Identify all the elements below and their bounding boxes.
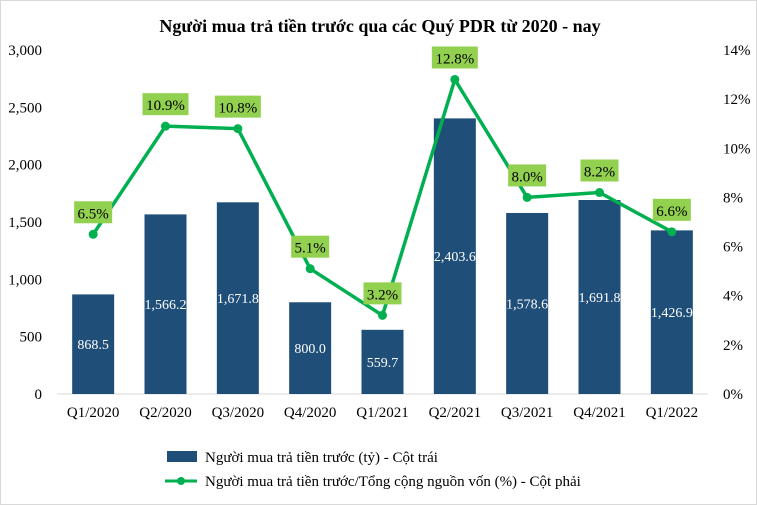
point-value-label: 3.2%	[367, 287, 398, 303]
right-axis-tick-label: 12%	[723, 92, 751, 108]
point-value-label: 10.8%	[218, 101, 257, 117]
point-label-box	[508, 164, 547, 187]
line-point	[595, 188, 604, 198]
legend-bar-swatch	[167, 451, 197, 462]
right-axis-tick-label: 6%	[723, 240, 743, 256]
x-axis-tick-label: Q3/2021	[501, 405, 554, 421]
bar	[216, 202, 259, 394]
legend-line-label: Người mua trả tiền trước/Tổng cộng nguồn…	[205, 474, 581, 490]
bar	[289, 302, 332, 394]
bar-value-label: 868.5	[77, 338, 109, 353]
x-axis-tick-label: Q1/2022	[646, 405, 699, 421]
right-axis-tick-label: 14%	[723, 43, 751, 59]
point-value-label: 6.5%	[78, 206, 109, 222]
line-series: 6.5% 10.9% 10.8% 5.1% 3.2% 12.8% 8.0% 8.2% 6.6%	[74, 46, 691, 320]
x-axis-tick-label: Q1/2020	[67, 405, 120, 421]
legend: Người mua trả tiền trước (tỷ) - Cột trái…	[165, 450, 581, 490]
point-value-label: 8.0%	[512, 169, 543, 185]
line-point	[667, 227, 677, 237]
legend-line-marker	[177, 477, 185, 485]
left-axis-tick-label: 3,000	[8, 43, 42, 59]
left-axis-tick-label: 0	[35, 387, 43, 403]
line-point	[161, 121, 170, 131]
point-label-box	[214, 95, 261, 118]
chart-title: Người mua trả tiền trước qua các Quý PDR…	[159, 16, 600, 36]
point-label-box	[431, 46, 478, 69]
left-axis-tick-label: 1,500	[8, 215, 42, 231]
bar	[433, 118, 476, 394]
bar	[506, 212, 549, 394]
x-axis-tick-label: Q2/2020	[139, 405, 192, 421]
line-point	[450, 74, 460, 84]
point-value-label: 8.2%	[584, 165, 615, 181]
bar-value-label: 1,671.8	[217, 292, 259, 307]
bar-value-label: 1,578.6	[506, 297, 548, 312]
bar	[72, 294, 115, 394]
line-point	[378, 310, 387, 320]
left-axis-tick-label: 2,000	[8, 158, 42, 174]
bar-value-label: 1,426.9	[651, 306, 693, 321]
bar	[650, 230, 693, 394]
left-axis-tick-label: 1,000	[8, 272, 42, 288]
bar-value-label: 559.7	[367, 356, 399, 371]
point-label-box	[652, 198, 691, 221]
right-axis-tick-label: 8%	[723, 190, 743, 206]
point-label-box	[363, 282, 402, 305]
point-label-box	[291, 235, 330, 258]
x-axis-tick-label: Q4/2020	[284, 405, 337, 421]
line-point	[88, 229, 98, 239]
bar-value-label: 800.0	[294, 342, 326, 357]
x-axis-tick-label: Q4/2021	[573, 405, 626, 421]
bar	[578, 200, 621, 394]
bar	[144, 214, 187, 394]
bar-value-label: 1,566.2	[145, 298, 187, 313]
point-value-label: 12.8%	[435, 51, 474, 67]
bar-value-label: 2,403.6	[434, 250, 476, 265]
right-axis-tick-label: 2%	[723, 338, 743, 354]
x-axis-tick-label: Q2/2021	[429, 405, 482, 421]
point-value-label: 6.6%	[656, 204, 687, 220]
x-axis-tick-label: Q3/2020	[212, 405, 265, 421]
line-point	[522, 192, 532, 202]
point-label-box	[142, 93, 189, 116]
bar-value-label: 1,691.8	[579, 291, 621, 306]
left-axis-tick-label: 500	[20, 330, 43, 346]
point-value-label: 5.1%	[295, 241, 326, 257]
x-axis-tick-label: Q1/2021	[356, 405, 409, 421]
right-axis-tick-label: 4%	[723, 289, 743, 305]
bar	[361, 329, 404, 394]
line-point	[305, 264, 315, 274]
right-axis-tick-label: 0%	[723, 387, 743, 403]
line-point	[233, 124, 243, 134]
point-label-box	[580, 159, 619, 182]
point-value-label: 10.9%	[146, 98, 185, 114]
bar-series: 868.5 1,566.2 1,671.8 800.0 559.7 2,403.6 1,57…	[72, 118, 693, 394]
point-label-box	[74, 201, 113, 224]
left-axis-tick-label: 2,500	[8, 100, 42, 116]
right-axis-tick-label: 10%	[723, 141, 751, 157]
legend-bar-label: Người mua trả tiền trước (tỷ) - Cột trái	[205, 450, 438, 466]
